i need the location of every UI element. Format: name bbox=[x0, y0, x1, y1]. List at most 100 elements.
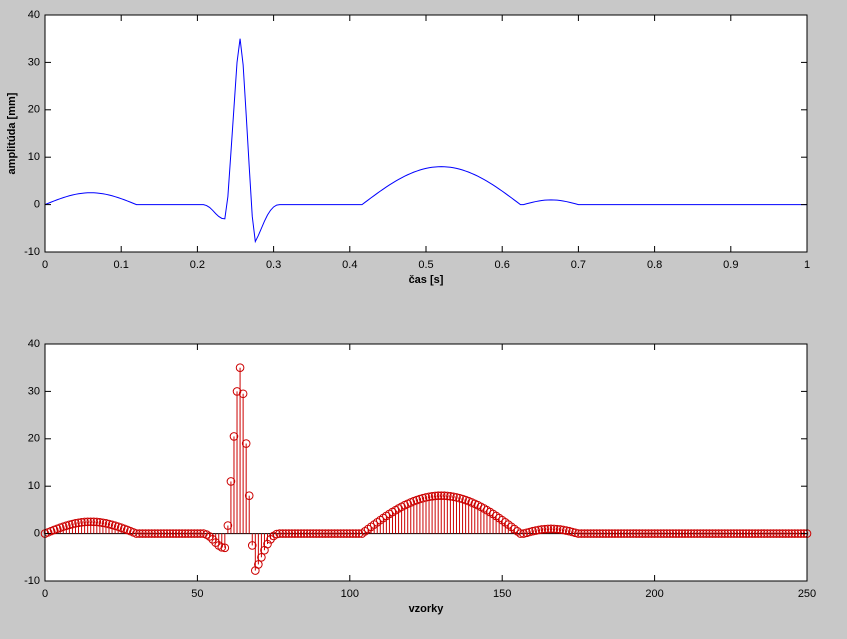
stem-marker bbox=[696, 529, 705, 538]
stem-marker bbox=[659, 529, 669, 538]
stem-marker bbox=[247, 541, 257, 550]
stem-marker bbox=[775, 529, 784, 538]
stem-marker bbox=[744, 529, 754, 538]
stem-marker bbox=[308, 529, 318, 538]
stem-marker bbox=[446, 491, 455, 501]
stem-marker bbox=[135, 529, 144, 538]
stem-marker bbox=[427, 491, 437, 501]
stem-marker bbox=[574, 529, 583, 538]
stem-marker bbox=[223, 521, 233, 530]
stem-marker bbox=[735, 529, 745, 538]
stem-marker bbox=[174, 529, 184, 538]
x-tick-label: 100 bbox=[341, 588, 359, 600]
stem-marker bbox=[263, 539, 272, 549]
x-tick-label: 1 bbox=[804, 259, 810, 271]
stem-marker bbox=[564, 526, 574, 536]
stem-marker bbox=[558, 525, 568, 535]
stem-marker bbox=[714, 529, 723, 538]
stem-marker bbox=[190, 529, 199, 538]
stem-marker bbox=[71, 519, 80, 528]
stem-marker bbox=[613, 529, 623, 538]
y-tick-label: 20 bbox=[28, 104, 40, 116]
stem-marker bbox=[638, 529, 647, 538]
y-tick-label: 30 bbox=[28, 385, 40, 397]
stem-marker bbox=[589, 529, 598, 538]
stem-marker bbox=[138, 529, 147, 538]
stem-marker bbox=[763, 529, 772, 538]
stem-marker bbox=[327, 529, 336, 538]
stem-marker bbox=[80, 517, 89, 527]
stem-marker bbox=[799, 529, 809, 538]
x-tick-label: 250 bbox=[798, 588, 816, 600]
stem-marker bbox=[741, 529, 751, 538]
stem-marker bbox=[153, 529, 163, 538]
stem-marker bbox=[357, 529, 367, 538]
stem-marker bbox=[665, 529, 675, 538]
stem-marker bbox=[95, 518, 105, 527]
stem-marker bbox=[699, 529, 708, 538]
stem-marker bbox=[647, 529, 656, 538]
stem-marker bbox=[650, 529, 659, 538]
x-tick-label: 0 bbox=[42, 588, 48, 600]
stem-marker bbox=[760, 529, 769, 538]
stem-marker bbox=[339, 529, 349, 538]
stem-marker bbox=[348, 529, 358, 538]
stem-marker bbox=[619, 529, 629, 538]
stem-marker bbox=[211, 538, 220, 547]
stem-marker bbox=[293, 529, 303, 538]
stem-marker bbox=[750, 529, 760, 538]
stem-marker bbox=[653, 529, 662, 538]
stem-marker bbox=[769, 529, 778, 538]
stem-marker bbox=[83, 517, 92, 527]
stem-marker bbox=[790, 529, 800, 538]
x-tick-label: 200 bbox=[645, 588, 663, 600]
stem-marker bbox=[363, 524, 373, 534]
stem-marker bbox=[92, 517, 102, 527]
stem-marker bbox=[561, 526, 571, 535]
stem-marker bbox=[345, 529, 355, 538]
stem-marker bbox=[351, 529, 361, 538]
stem-marker bbox=[723, 529, 733, 538]
x-tick-label: 0.6 bbox=[495, 259, 510, 271]
stem-marker bbox=[68, 519, 77, 529]
axes-background bbox=[45, 344, 807, 581]
x-tick-label: 0.5 bbox=[418, 259, 433, 271]
stem-marker bbox=[336, 529, 345, 538]
stem-marker bbox=[315, 529, 324, 538]
signal-line bbox=[44, 38, 807, 244]
stem-marker bbox=[418, 493, 428, 503]
stem-marker bbox=[595, 529, 605, 538]
stem-marker bbox=[74, 518, 83, 528]
x-tick-label: 150 bbox=[493, 588, 511, 600]
stem-marker bbox=[601, 529, 611, 538]
stem-marker bbox=[220, 543, 230, 553]
stem-marker bbox=[772, 529, 781, 538]
stem-marker bbox=[583, 529, 592, 538]
stem-marker bbox=[683, 529, 693, 538]
stem-marker bbox=[77, 518, 86, 527]
stem-marker bbox=[443, 491, 452, 501]
stem-marker bbox=[753, 529, 763, 538]
stem-marker bbox=[616, 529, 626, 538]
stem-marker bbox=[180, 529, 190, 538]
stem-marker bbox=[342, 529, 352, 538]
stem-marker bbox=[662, 529, 672, 538]
stem-marker bbox=[330, 529, 339, 538]
stem-marker bbox=[738, 529, 748, 538]
x-tick-label: 0.9 bbox=[723, 259, 738, 271]
stem-marker bbox=[729, 529, 739, 538]
stem-marker bbox=[439, 491, 449, 501]
y-tick-label: 40 bbox=[28, 338, 40, 350]
stem-marker bbox=[217, 543, 227, 552]
stem-marker bbox=[747, 529, 757, 538]
stem-marker bbox=[232, 387, 242, 396]
x-axis-label: čas [s] bbox=[409, 274, 444, 286]
stem-marker bbox=[537, 525, 547, 534]
axes-box bbox=[44, 343, 808, 582]
stem-marker bbox=[677, 529, 687, 538]
stem-marker bbox=[235, 363, 245, 373]
axes-background bbox=[45, 15, 807, 252]
stem-marker bbox=[278, 529, 288, 538]
stem-marker bbox=[692, 529, 702, 538]
stem-marker bbox=[702, 529, 711, 538]
